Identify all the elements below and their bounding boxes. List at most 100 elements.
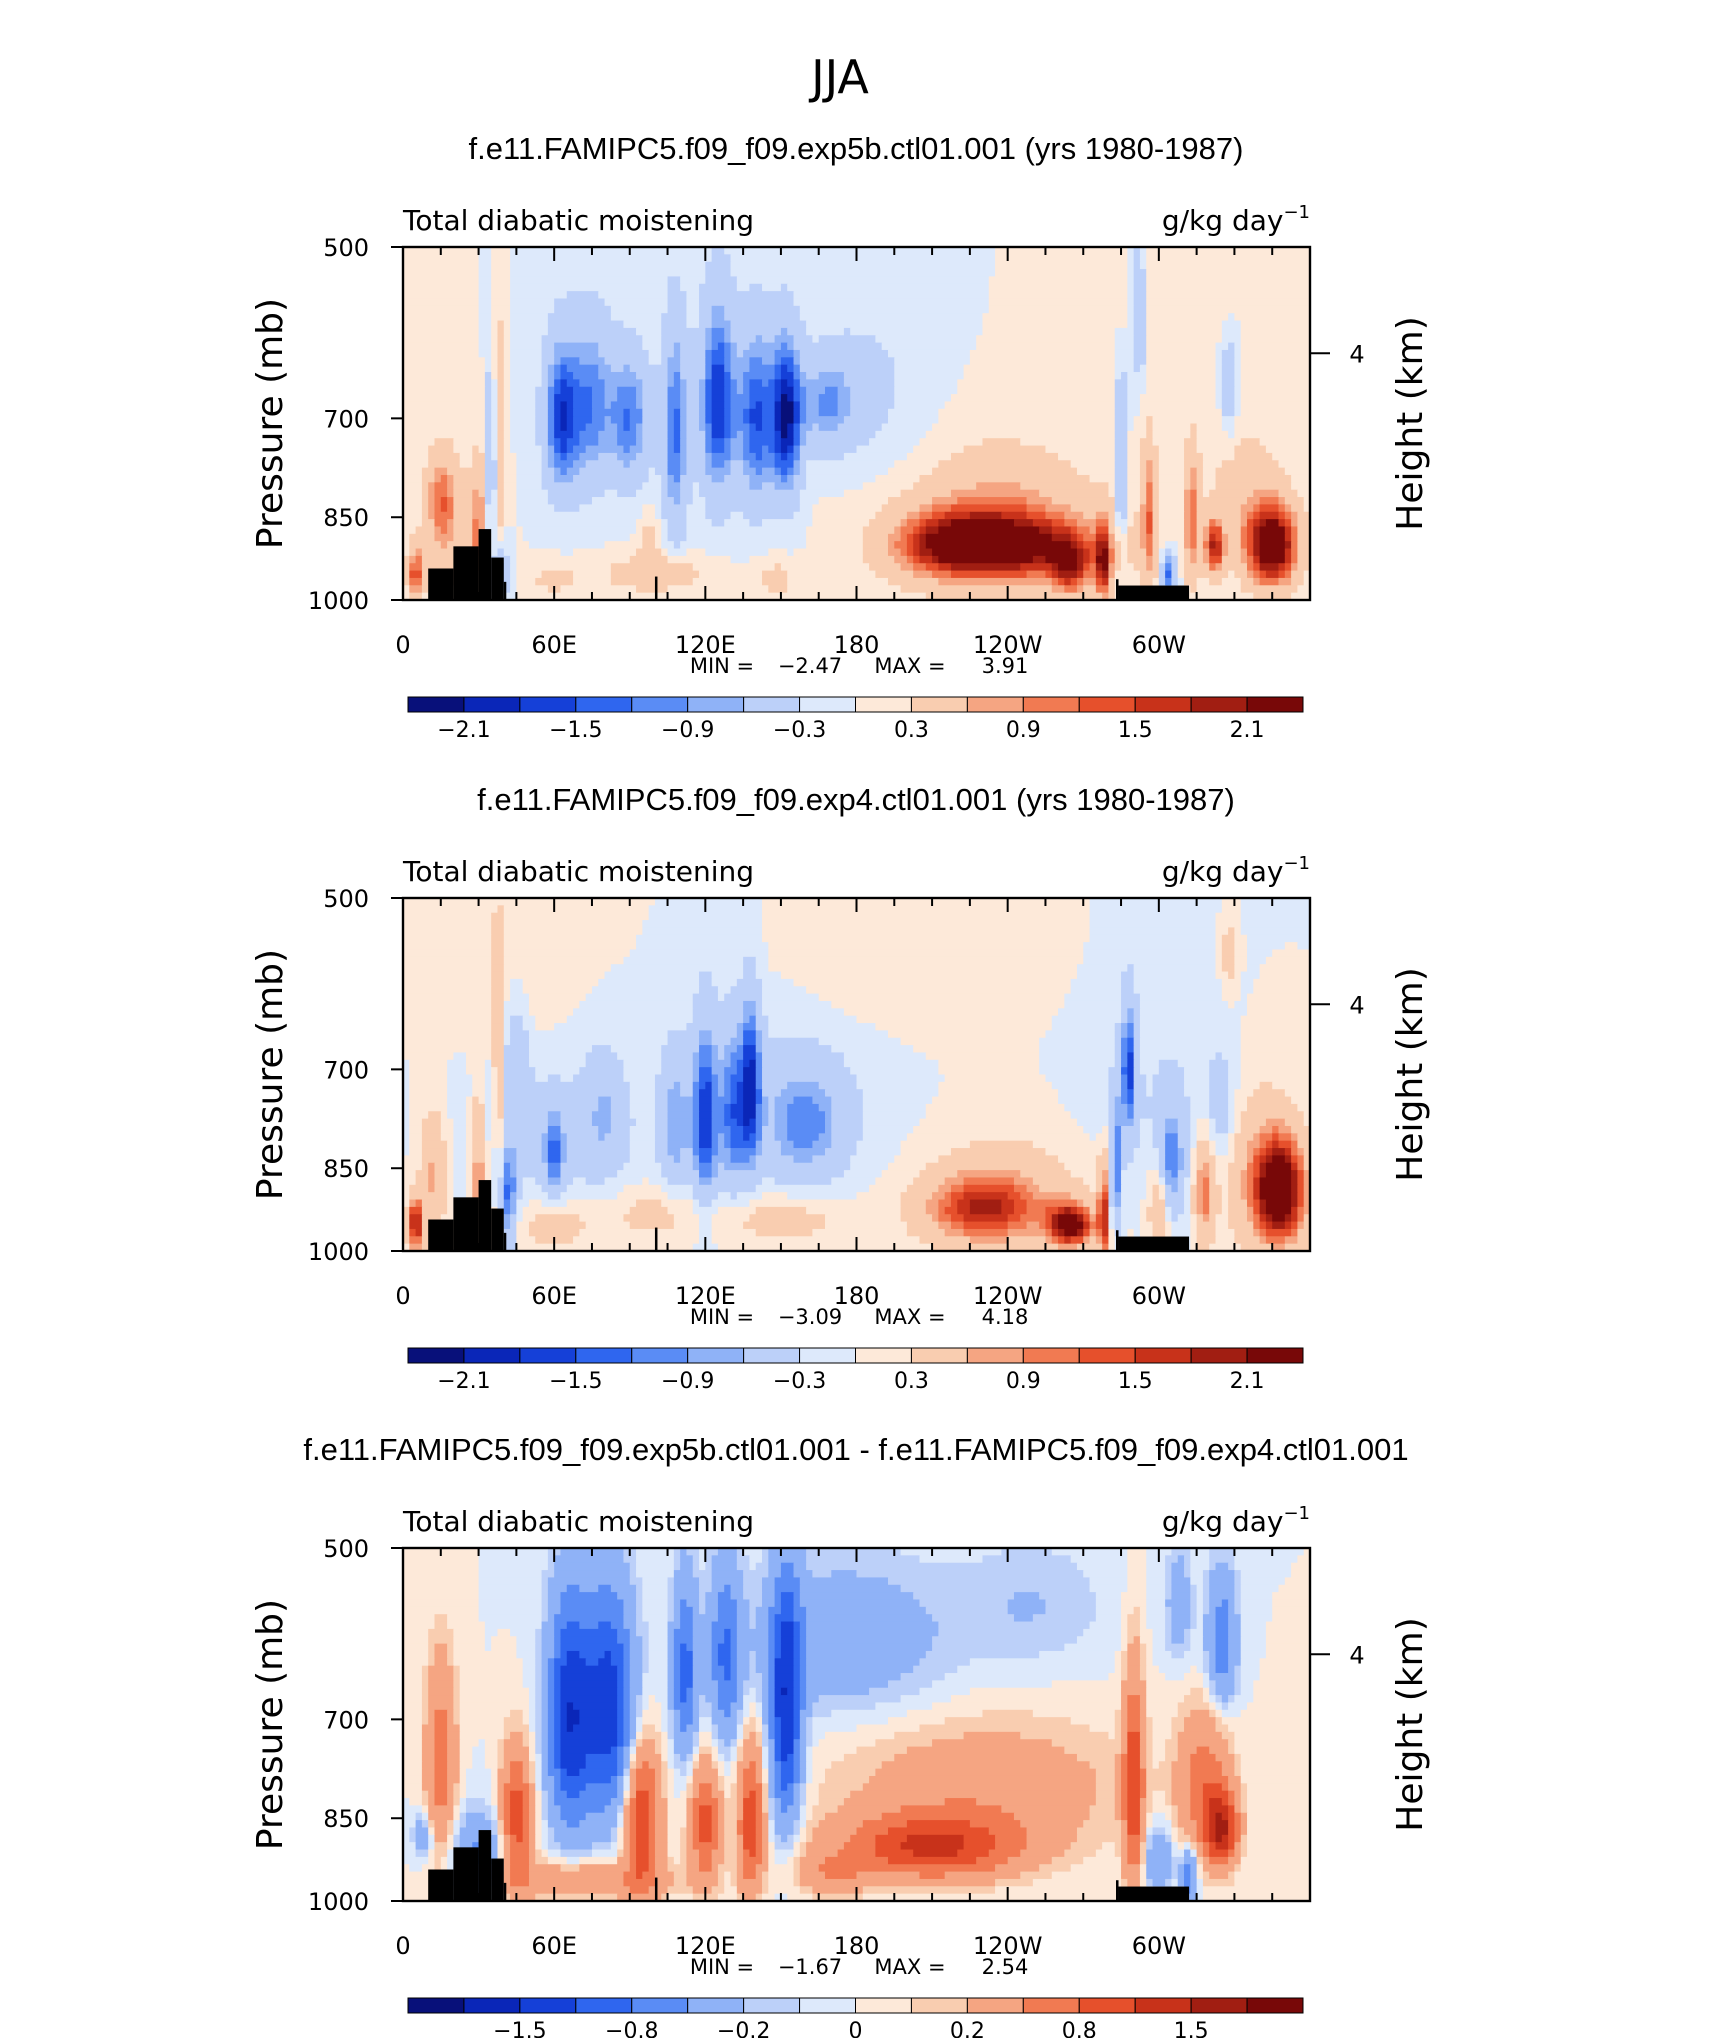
contour-cell xyxy=(711,1739,719,1748)
contour-cell xyxy=(1196,1614,1204,1623)
contour-cell xyxy=(711,394,725,403)
contour-cell xyxy=(1165,1753,1179,1762)
contour-cell xyxy=(1007,1606,1047,1615)
contour-cell xyxy=(497,372,505,380)
contour-cell xyxy=(787,474,795,483)
contour-cell xyxy=(1108,1228,1116,1237)
contour-cell xyxy=(686,467,706,476)
contour-cell xyxy=(862,1783,1097,1792)
contour-cell xyxy=(547,1687,555,1696)
contour-cell xyxy=(1184,1074,1210,1083)
contour-cell xyxy=(1121,1140,1141,1149)
contour-cell xyxy=(699,1111,713,1120)
contour-cell xyxy=(1146,1614,1166,1623)
contour-cell xyxy=(1184,519,1191,528)
contour-cell xyxy=(491,320,499,329)
contour-cell xyxy=(661,1739,669,1748)
contour-cell xyxy=(1240,1023,1310,1031)
contour-cell xyxy=(566,379,580,388)
contour-cell xyxy=(799,504,814,513)
contour-cell xyxy=(673,430,681,439)
contour-cell xyxy=(806,1746,814,1755)
contour-cell xyxy=(799,416,807,425)
contour-cell xyxy=(1265,1148,1273,1156)
contour-cell xyxy=(1127,423,1135,432)
contour-cell xyxy=(560,1162,625,1171)
contour-cell xyxy=(1215,1148,1229,1156)
contour-cell xyxy=(1121,1753,1128,1762)
contour-cell xyxy=(516,585,549,594)
contour-cell xyxy=(1297,1170,1305,1179)
contour-cell xyxy=(1196,1155,1217,1164)
contour-cell xyxy=(806,460,895,469)
contour-cell xyxy=(1165,1228,1173,1237)
contour-cell xyxy=(667,1753,675,1762)
contour-cell xyxy=(409,1067,448,1076)
contour-cell xyxy=(749,482,763,491)
contour-cell xyxy=(717,1140,725,1149)
contour-cell xyxy=(1083,1628,1122,1637)
contour-cell xyxy=(1089,1584,1128,1593)
contour-cell xyxy=(554,357,562,366)
contour-cell xyxy=(1139,519,1147,528)
contour-cell xyxy=(1064,1206,1072,1215)
contour-cell xyxy=(1108,1081,1122,1090)
contour-cell xyxy=(705,357,713,366)
contour-cell xyxy=(421,1133,442,1142)
contour-cell xyxy=(1278,1125,1292,1134)
contour-cell xyxy=(661,504,688,513)
contour-cell xyxy=(403,927,492,936)
contour-cell xyxy=(1089,1133,1097,1142)
contour-cell xyxy=(736,1621,751,1630)
colorbar-swatch xyxy=(463,696,521,713)
contour-cell xyxy=(919,1724,1091,1733)
contour-cell xyxy=(636,327,662,336)
contour-cell xyxy=(484,1081,492,1090)
contour-cell xyxy=(516,570,543,579)
contour-cell xyxy=(793,1665,801,1674)
contour-cell xyxy=(648,474,662,483)
contour-cell xyxy=(491,335,499,344)
contour-cell xyxy=(447,541,473,550)
contour-cell xyxy=(1278,511,1286,520)
contour-cell xyxy=(692,1096,700,1105)
contour-cell xyxy=(1133,423,1147,432)
contour-cell xyxy=(711,379,725,388)
contour-cell xyxy=(654,1074,694,1083)
contour-cell xyxy=(1202,1628,1217,1637)
contour-cell xyxy=(881,504,921,513)
contour-cell xyxy=(1240,1658,1261,1667)
contour-cell xyxy=(774,452,782,461)
contour-cell xyxy=(667,533,688,542)
contour-cell xyxy=(1102,570,1110,579)
contour-cell xyxy=(887,349,971,358)
contour-cell xyxy=(1184,1089,1210,1098)
contour-cell xyxy=(421,1680,429,1689)
contour-cell xyxy=(636,1199,662,1208)
contour-cell xyxy=(1215,1709,1223,1718)
contour-cell xyxy=(535,1768,543,1777)
contour-cell xyxy=(1221,1731,1236,1740)
contour-cell xyxy=(447,1739,461,1748)
contour-cell xyxy=(434,1731,448,1740)
contour-cell xyxy=(554,460,574,469)
contour-cell xyxy=(1253,1695,1310,1704)
contour-cell xyxy=(579,1768,618,1777)
contour-cell xyxy=(453,1148,467,1156)
max-value: 4.18 xyxy=(982,1305,1029,1329)
contour-cell xyxy=(705,497,801,505)
contour-cell xyxy=(1209,519,1217,528)
contour-cell xyxy=(1152,526,1160,535)
contour-cell xyxy=(491,401,499,410)
contour-cell xyxy=(610,1118,637,1127)
contour-cell xyxy=(1127,1628,1141,1637)
contour-cell xyxy=(497,320,505,329)
contour-cell xyxy=(642,1717,662,1726)
contour-cell xyxy=(1190,1243,1198,1251)
contour-cell xyxy=(673,379,681,388)
contour-cell xyxy=(1209,1111,1229,1120)
contour-cell xyxy=(1089,912,1217,921)
contour-cell xyxy=(604,394,618,403)
contour-cell xyxy=(503,1228,517,1237)
contour-cell xyxy=(774,1614,795,1623)
